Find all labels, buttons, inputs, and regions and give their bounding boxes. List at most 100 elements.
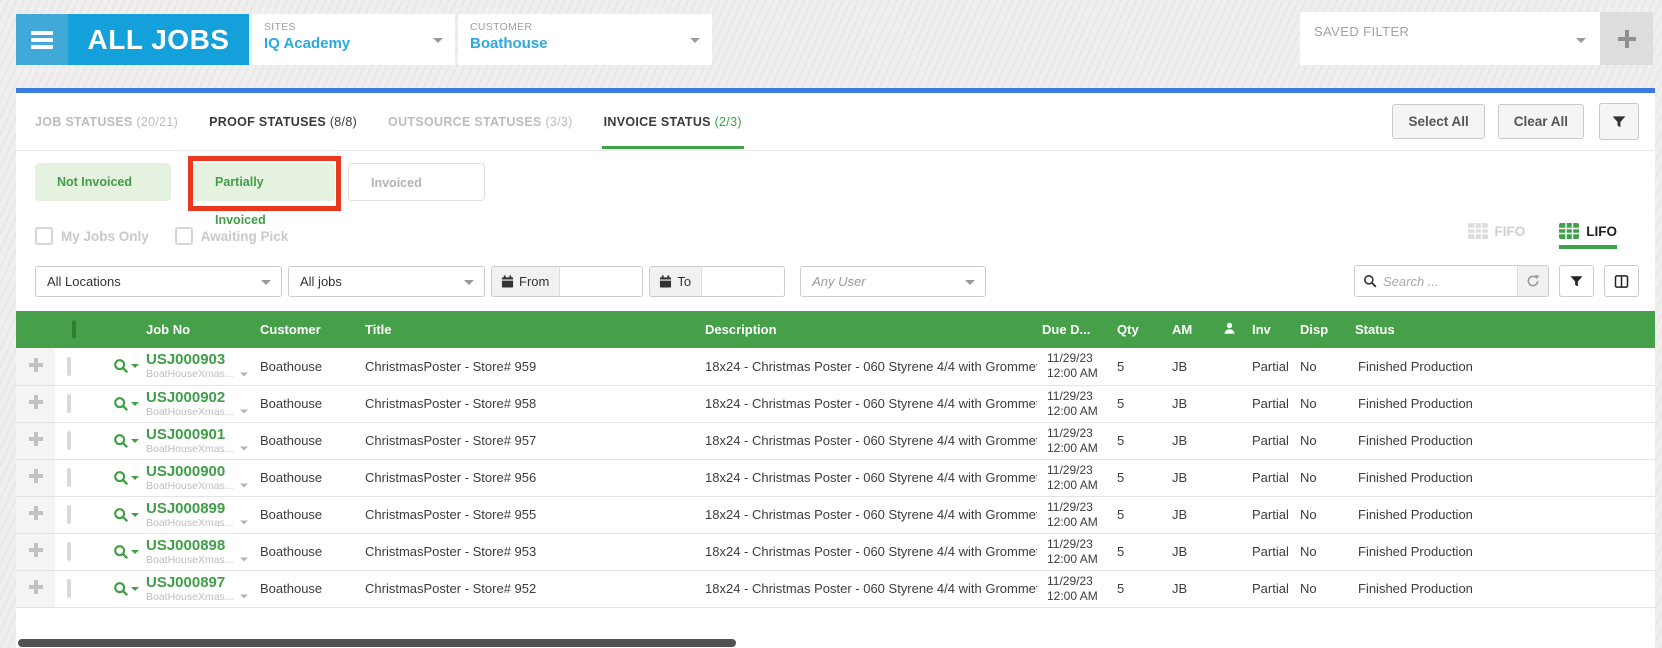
expand-row-button[interactable] bbox=[16, 496, 55, 534]
row-checkbox[interactable] bbox=[67, 579, 71, 598]
job-number-link[interactable]: USJ000899 bbox=[146, 499, 226, 517]
expand-row-button[interactable] bbox=[16, 385, 55, 423]
row-search-menu[interactable] bbox=[113, 358, 141, 374]
row-search-menu[interactable] bbox=[113, 581, 141, 597]
row-checkbox[interactable] bbox=[67, 431, 71, 450]
row-checkbox[interactable] bbox=[67, 356, 71, 376]
select-all-rows-checkbox[interactable] bbox=[72, 320, 76, 339]
job-number-link[interactable]: USJ000901 bbox=[146, 425, 226, 443]
tab-proof-statuses[interactable]: PROOF STATUSES (8/8) bbox=[209, 115, 358, 129]
col-header-assignee[interactable] bbox=[1217, 311, 1247, 348]
chevron-down-icon bbox=[131, 586, 139, 591]
col-header-disp[interactable]: Disp bbox=[1295, 311, 1350, 348]
chevron-down-icon[interactable] bbox=[240, 372, 248, 377]
col-header-status[interactable]: Status bbox=[1350, 311, 1655, 348]
cell-status: Finished Production bbox=[1350, 570, 1655, 608]
cell-title: ChristmasPoster - Store# 957 bbox=[360, 422, 700, 460]
expand-row-button[interactable] bbox=[16, 570, 55, 608]
job-number-link[interactable]: USJ000902 bbox=[146, 388, 226, 406]
to-date-input[interactable] bbox=[702, 266, 785, 296]
search-icon bbox=[114, 581, 129, 596]
chevron-down-icon bbox=[965, 279, 976, 285]
search-input[interactable] bbox=[1383, 273, 1503, 289]
col-header-customer[interactable]: Customer bbox=[255, 311, 360, 348]
cell-qty: 5 bbox=[1112, 422, 1167, 460]
menu-button[interactable] bbox=[16, 14, 68, 65]
row-checkbox[interactable] bbox=[67, 394, 71, 413]
cell-customer: Boathouse bbox=[255, 570, 360, 608]
col-header-due-date[interactable]: Due D... bbox=[1037, 311, 1112, 348]
job-number-link[interactable]: USJ000898 bbox=[146, 536, 226, 554]
row-search-menu[interactable] bbox=[113, 470, 141, 486]
fifo-toggle[interactable]: FIFO bbox=[1467, 223, 1525, 249]
saved-filter-dropdown[interactable]: SAVED FILTER bbox=[1300, 12, 1600, 65]
chevron-down-icon[interactable] bbox=[240, 409, 248, 414]
col-header-title[interactable]: Title bbox=[360, 311, 700, 348]
cell-assignee bbox=[1217, 348, 1247, 386]
tab-outsource-statuses[interactable]: OUTSOURCE STATUSES (3/3) bbox=[388, 115, 573, 129]
user-select[interactable]: Any User bbox=[800, 265, 987, 297]
cell-title: ChristmasPoster - Store# 955 bbox=[360, 496, 700, 534]
from-date-input[interactable] bbox=[560, 266, 643, 296]
row-checkbox[interactable] bbox=[67, 505, 71, 524]
my-jobs-only-checkbox[interactable]: My Jobs Only bbox=[35, 227, 149, 245]
expand-row-button[interactable] bbox=[16, 422, 55, 460]
chip-not-invoiced[interactable]: Not Invoiced bbox=[35, 163, 171, 201]
expand-row-button[interactable] bbox=[16, 533, 55, 571]
clear-all-button[interactable]: Clear All bbox=[1497, 104, 1584, 139]
horizontal-scrollbar[interactable] bbox=[18, 639, 736, 647]
cell-assignee bbox=[1217, 459, 1247, 497]
expand-row-button[interactable] bbox=[16, 459, 55, 497]
tab-invoice-status[interactable]: INVOICE STATUS (2/3) bbox=[601, 94, 744, 149]
row-search-menu[interactable] bbox=[113, 507, 141, 523]
row-checkbox[interactable] bbox=[67, 468, 71, 487]
chip-partially-invoiced[interactable]: Partially Invoiced bbox=[193, 163, 335, 227]
awaiting-pick-checkbox[interactable]: Awaiting Pick bbox=[174, 227, 288, 245]
checkbox-icon bbox=[35, 227, 53, 245]
customer-label: CUSTOMER bbox=[470, 21, 533, 33]
filter-button[interactable] bbox=[1599, 103, 1639, 140]
grid-icon bbox=[1559, 223, 1580, 239]
job-subtitle: BoatHouseXmas... bbox=[146, 517, 255, 529]
job-number-link[interactable]: USJ000903 bbox=[146, 351, 226, 369]
customer-dropdown[interactable]: CUSTOMER Boathouse bbox=[458, 14, 712, 65]
main-panel: JOB STATUSES (20/21) PROOF STATUSES (8/8… bbox=[16, 88, 1655, 648]
row-search-menu[interactable] bbox=[113, 544, 141, 560]
column-chooser-button[interactable] bbox=[1604, 265, 1639, 297]
cell-status: Finished Production bbox=[1350, 348, 1655, 386]
search-icon bbox=[114, 396, 129, 411]
lifo-toggle[interactable]: LIFO bbox=[1559, 223, 1617, 249]
col-header-am[interactable]: AM bbox=[1167, 311, 1217, 348]
col-header-description[interactable]: Description bbox=[700, 311, 1037, 348]
plus-icon bbox=[28, 543, 43, 557]
row-search-menu[interactable] bbox=[113, 396, 141, 412]
chevron-down-icon[interactable] bbox=[240, 446, 248, 451]
job-type-select[interactable]: All jobs bbox=[288, 265, 485, 297]
col-header-inv[interactable]: Inv bbox=[1247, 311, 1295, 348]
table-filter-button[interactable] bbox=[1559, 265, 1594, 297]
cell-due-date: 11/29/23 12:00 AM bbox=[1037, 570, 1112, 608]
sites-dropdown[interactable]: SITES IQ Academy bbox=[252, 14, 455, 65]
chevron-down-icon[interactable] bbox=[240, 520, 248, 525]
job-number-link[interactable]: USJ000900 bbox=[146, 462, 226, 480]
from-date-button[interactable]: From bbox=[492, 266, 561, 296]
tab-job-statuses[interactable]: JOB STATUSES (20/21) bbox=[35, 115, 179, 129]
chevron-down-icon[interactable] bbox=[240, 594, 248, 599]
cell-description: 18x24 - Christmas Poster - 060 Styrene 4… bbox=[700, 459, 1037, 497]
to-date-button[interactable]: To bbox=[650, 266, 703, 296]
refresh-button[interactable] bbox=[1517, 266, 1548, 296]
chevron-down-icon[interactable] bbox=[240, 483, 248, 488]
job-number-link[interactable]: USJ000897 bbox=[146, 573, 226, 591]
add-saved-filter-button[interactable] bbox=[1600, 12, 1653, 65]
expand-row-button[interactable] bbox=[16, 348, 55, 386]
row-checkbox[interactable] bbox=[67, 542, 71, 561]
col-header-job-no[interactable]: Job No bbox=[141, 311, 255, 348]
row-search-menu[interactable] bbox=[113, 433, 141, 449]
locations-select[interactable]: All Locations bbox=[35, 265, 282, 297]
col-header-qty[interactable]: Qty bbox=[1112, 311, 1167, 348]
cell-assignee bbox=[1217, 533, 1247, 571]
select-all-button[interactable]: Select All bbox=[1392, 104, 1485, 139]
cell-status: Finished Production bbox=[1350, 533, 1655, 571]
chevron-down-icon[interactable] bbox=[240, 557, 248, 562]
chip-invoiced[interactable]: Invoiced bbox=[348, 163, 485, 201]
